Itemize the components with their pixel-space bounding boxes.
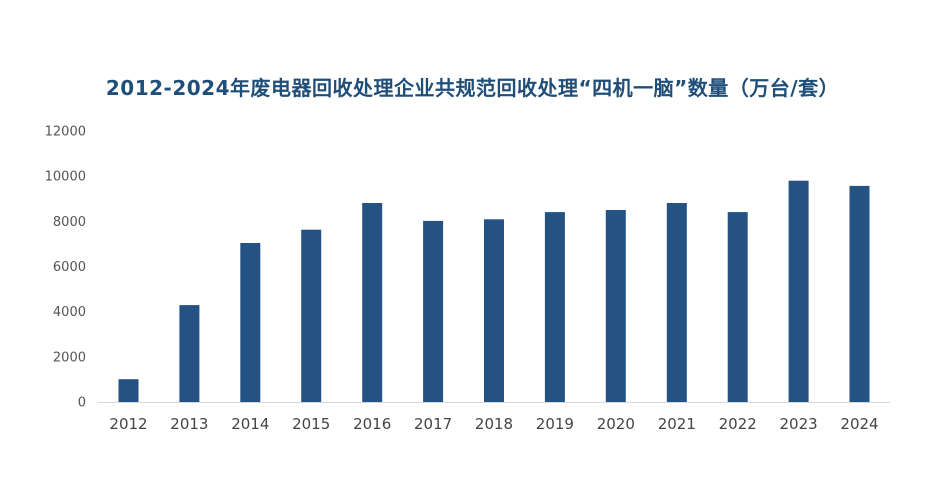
x-tick-label: 2024 <box>840 415 878 433</box>
x-tick-label: 2021 <box>658 415 696 433</box>
bar-2021 <box>666 203 687 402</box>
bar-2012 <box>118 379 139 402</box>
x-tick-label: 2019 <box>536 415 574 433</box>
bar-2013 <box>179 305 200 402</box>
bar-2019 <box>544 212 565 402</box>
bar-2024 <box>849 185 870 402</box>
x-tick-label: 2023 <box>780 415 818 433</box>
y-tick-label: 8000 <box>53 215 86 230</box>
x-tick-label: 2015 <box>292 415 330 433</box>
bar-2023 <box>788 180 809 402</box>
x-tick-label: 2020 <box>597 415 635 433</box>
y-tick-label: 2000 <box>53 350 86 365</box>
y-tick-label: 12000 <box>45 125 86 140</box>
chart-title: 2012-2024年废电器回收处理企业共规范回收处理“四机一脑”数量（万台/套） <box>105 76 840 100</box>
bar-2018 <box>484 219 504 402</box>
y-tick-label: 10000 <box>45 170 86 185</box>
x-tick-label: 2012 <box>109 415 147 433</box>
bar-2016 <box>362 203 383 402</box>
x-tick-label: 2017 <box>414 415 452 433</box>
x-tick-label: 2022 <box>719 415 757 433</box>
x-tick-label: 2013 <box>170 415 208 433</box>
x-tick-label: 2014 <box>231 415 269 433</box>
x-tick-label: 2016 <box>353 415 391 433</box>
y-tick-label: 6000 <box>53 260 86 275</box>
x-tick-label: 2018 <box>475 415 513 433</box>
y-tick-label: 4000 <box>53 305 86 320</box>
bar-2015 <box>301 229 322 402</box>
bar-2022 <box>727 212 748 402</box>
bar-2020 <box>605 210 626 402</box>
bar-2014 <box>240 243 261 402</box>
bar-2017 <box>423 220 444 402</box>
y-tick-label: 0 <box>78 396 86 411</box>
